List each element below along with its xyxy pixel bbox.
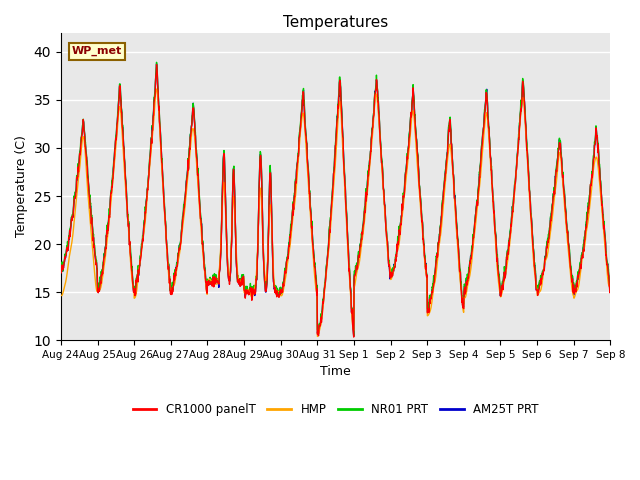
Title: Temperatures: Temperatures [283,15,388,30]
Legend: CR1000 panelT, HMP, NR01 PRT, AM25T PRT: CR1000 panelT, HMP, NR01 PRT, AM25T PRT [128,398,543,421]
X-axis label: Time: Time [320,365,351,379]
Y-axis label: Temperature (C): Temperature (C) [15,135,28,237]
Text: WP_met: WP_met [72,46,122,56]
